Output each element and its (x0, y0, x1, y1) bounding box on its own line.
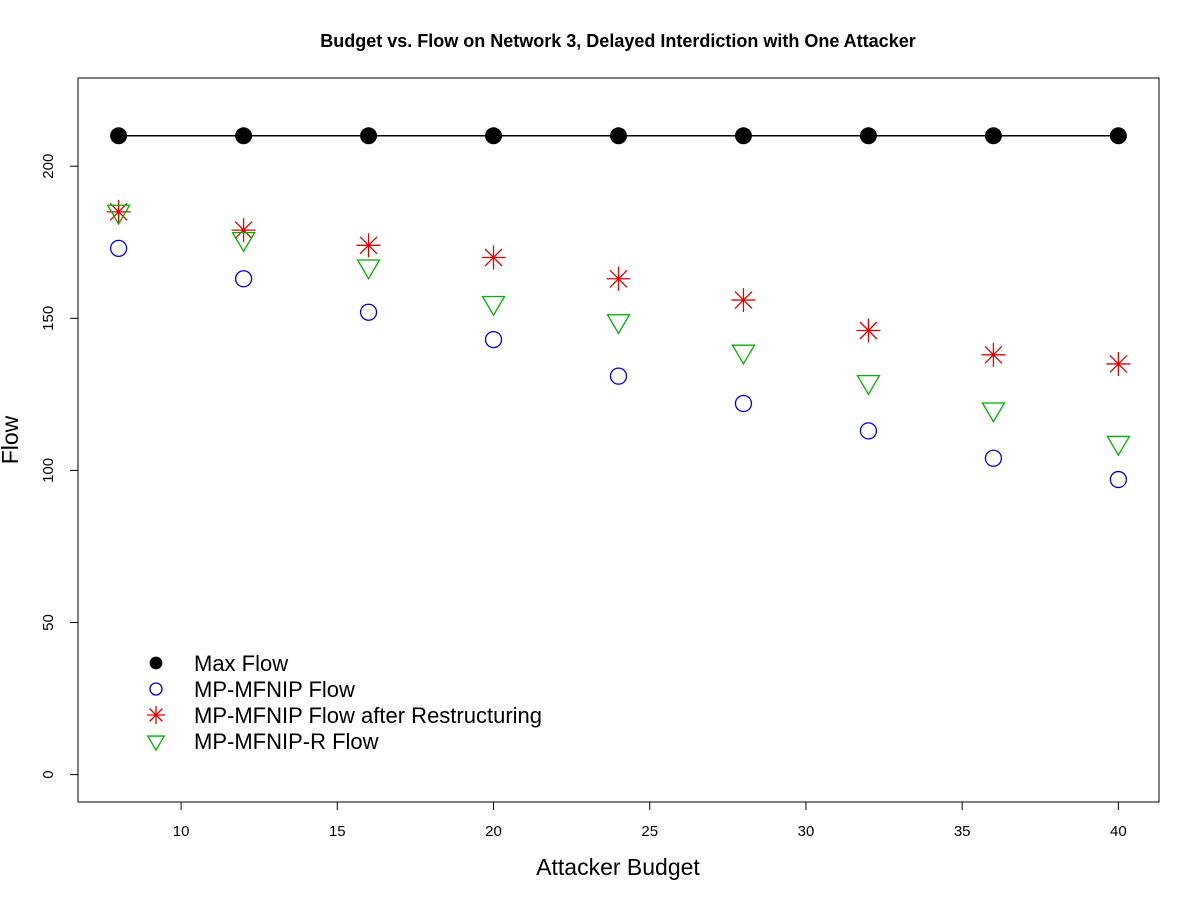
legend-label: MP-MFNIP-R Flow (194, 729, 379, 754)
series-2 (106, 199, 1131, 376)
data-point (734, 394, 753, 413)
asterisk-stroke (149, 708, 163, 722)
data-point (235, 127, 253, 145)
data-point (1106, 435, 1131, 457)
data-point (106, 204, 131, 226)
data-point (1106, 351, 1131, 376)
series-0 (110, 127, 1127, 145)
data-point (484, 330, 503, 349)
data-point (485, 127, 503, 145)
data-point (234, 270, 253, 288)
data-point (856, 374, 881, 396)
legend-marker (149, 656, 163, 670)
data-point (981, 342, 1006, 367)
asterisk-stroke (234, 221, 253, 240)
y-tick-label: 0 (40, 770, 57, 778)
y-tick-label: 50 (40, 614, 57, 631)
data-point (110, 127, 128, 145)
x-tick-label: 35 (954, 823, 971, 840)
data-point (984, 127, 1002, 145)
data-point (1109, 127, 1127, 145)
y-tick-label: 200 (40, 154, 57, 179)
y-tick-label: 150 (40, 306, 57, 331)
asterisk-stroke (359, 236, 378, 255)
legend-label: MP-MFNIP Flow after Restructuring (194, 703, 542, 728)
chart-title: Budget vs. Flow on Network 3, Delayed In… (320, 31, 915, 51)
legend-marker (149, 682, 163, 696)
x-axis-label: Attacker Budget (536, 854, 700, 880)
data-point (859, 127, 877, 145)
legend-label: MP-MFNIP Flow (194, 677, 355, 702)
data-point (231, 231, 256, 253)
data-point (731, 288, 756, 313)
series-3 (106, 204, 1131, 457)
data-point (856, 318, 881, 343)
data-point (859, 422, 878, 440)
x-tick-label: 20 (485, 823, 502, 840)
data-point (106, 199, 131, 224)
asterisk-stroke (609, 269, 628, 288)
data-point (734, 127, 752, 145)
asterisk-stroke (984, 345, 1003, 364)
data-point (606, 314, 631, 335)
y-tick-label: 100 (40, 458, 57, 483)
asterisk-stroke (109, 202, 128, 221)
data-point (231, 218, 256, 243)
data-point (356, 233, 381, 258)
data-point (481, 245, 506, 270)
x-tick-label: 25 (641, 823, 658, 840)
series-1 (109, 239, 1128, 489)
asterisk-stroke (859, 321, 878, 340)
x-axis: 10 15 20 25 30 35 40 (173, 801, 1127, 840)
data-point (359, 303, 378, 321)
series-layer (106, 127, 1131, 489)
data-point (731, 344, 756, 366)
data-point (984, 449, 1003, 467)
data-point (606, 266, 631, 291)
y-axis-label: Flow (0, 415, 23, 464)
legend-marker (146, 735, 166, 752)
x-tick-label: 15 (329, 823, 346, 840)
x-tick-label: 30 (798, 823, 815, 840)
asterisk-stroke (484, 248, 503, 267)
data-point (360, 127, 378, 145)
data-point (609, 367, 628, 385)
data-point (981, 402, 1006, 423)
asterisk-stroke (734, 291, 753, 310)
data-point (356, 259, 381, 280)
legend-label: Max Flow (194, 651, 288, 676)
data-point (481, 295, 506, 317)
data-point (610, 127, 627, 145)
asterisk-stroke (1109, 354, 1128, 373)
data-point (109, 239, 128, 258)
y-axis: 0 50 100 150 200 (40, 154, 79, 779)
x-tick-label: 40 (1110, 823, 1127, 840)
x-tick-label: 10 (173, 823, 190, 840)
data-point (1109, 470, 1128, 489)
legend-marker (147, 706, 165, 724)
